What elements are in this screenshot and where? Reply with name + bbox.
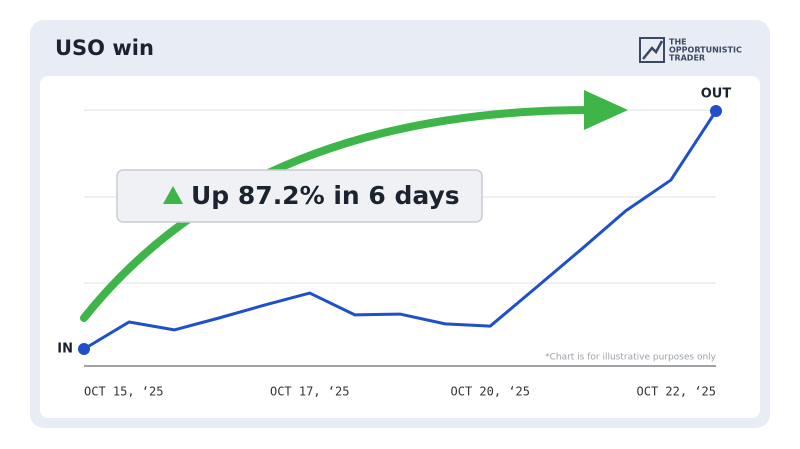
logo: THE OPPORTUNISTIC TRADER (639, 37, 742, 63)
logo-icon (639, 37, 665, 63)
arrow-head (584, 90, 628, 130)
logo-text: THE (669, 38, 687, 47)
up-icon (163, 186, 183, 204)
x-tick-label: OCT 17, ‘25 (270, 385, 349, 399)
annotation-box (116, 169, 483, 223)
logo-text: OPPORTUNISTIC (669, 46, 742, 55)
footnote: *Chart is for illustrative purposes only (545, 353, 717, 363)
end-label: OUT (701, 87, 732, 102)
logo-icon-line (642, 40, 664, 60)
x-tick-label: OCT 22, ‘25 (637, 385, 716, 399)
point (710, 105, 722, 117)
x-tick-label: OCT 15, ‘25 (84, 385, 163, 399)
arrow-curve (80, 106, 594, 322)
point (78, 343, 90, 355)
x-tick-label: OCT 20, ‘25 (451, 385, 530, 399)
chart-title: USO win (55, 36, 154, 60)
annotation: Up 87.2% in 6 days (191, 181, 460, 210)
logo-text: TRADER (669, 54, 705, 63)
plot-panel (40, 76, 760, 418)
start-label: IN (57, 342, 73, 357)
line (83, 110, 718, 351)
